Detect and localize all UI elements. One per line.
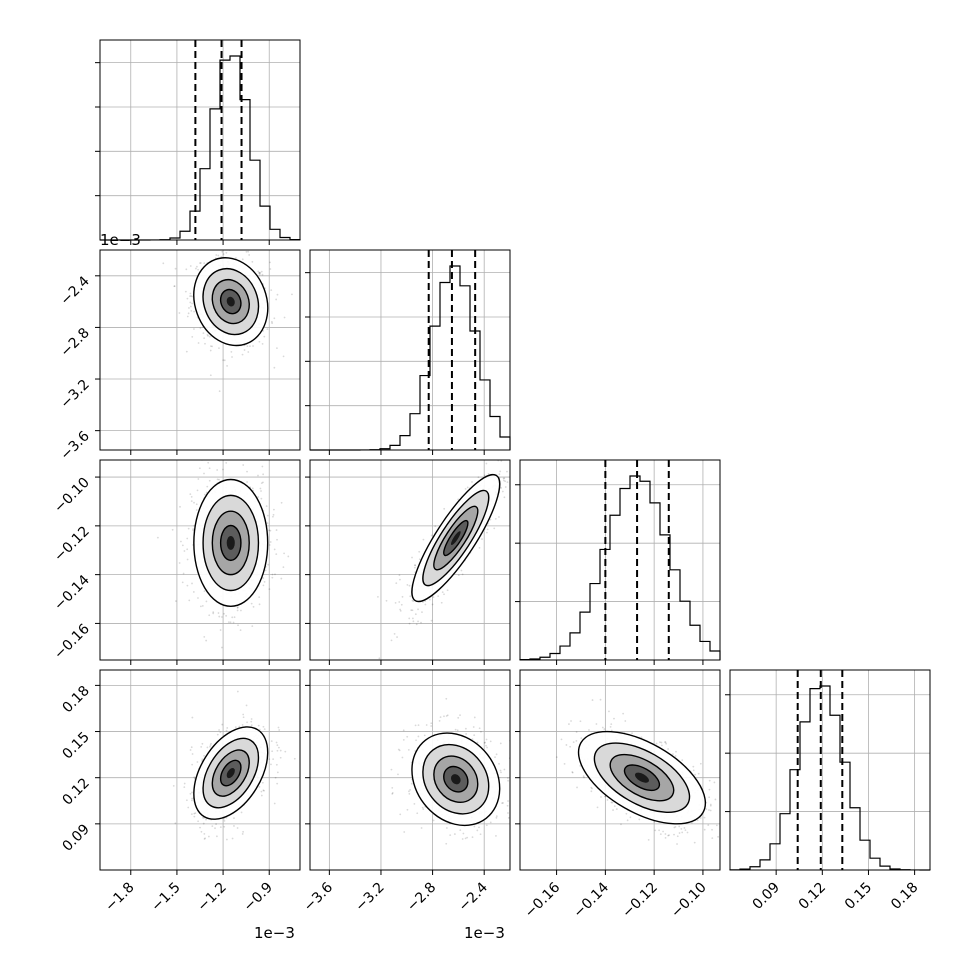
hist-0-frame <box>99 39 301 241</box>
panel-3-1 <box>305 669 511 875</box>
panel-1-0-density-4 <box>226 296 235 307</box>
xtick-label-0-3: −0.9 <box>241 880 276 915</box>
hist-2-steps <box>519 475 721 661</box>
ytick-label-2-0: −0.16 <box>51 621 93 663</box>
panel-3-2-inner <box>555 698 720 845</box>
panel-3-2-frame <box>519 669 721 871</box>
hist-0-offset-label: 1e−3 <box>100 231 141 249</box>
ytick-label-2-1: −0.14 <box>51 572 93 614</box>
panel-2-1-contour-3 <box>443 519 469 557</box>
panel-3-1-contour-0 <box>411 732 501 827</box>
panel-2-1 <box>305 459 511 665</box>
ytick-label-2-2: −0.12 <box>51 523 93 565</box>
x-offset-label-0: 1e−3 <box>254 924 295 942</box>
xtick-label-3-2: 0.15 <box>842 880 875 913</box>
histogram-0 <box>95 39 301 245</box>
ytick-label-3-0: 0.09 <box>59 821 92 854</box>
panel-2-1-density-4 <box>450 531 461 546</box>
panel-3-0 <box>95 669 301 875</box>
panel-2-0 <box>95 459 301 665</box>
panel-3-0-contour-0 <box>193 726 269 820</box>
xtick-label-3-1: 0.12 <box>796 880 829 913</box>
ytick-label-1-1: −3.2 <box>57 377 92 412</box>
panel-1-0-contour-3 <box>219 288 242 315</box>
panel-3-2-contour-3 <box>623 764 661 792</box>
panel-2-1-contour-1 <box>422 489 490 587</box>
xtick-label-2-1: −0.14 <box>571 879 613 921</box>
ytick-label-1-0: −3.6 <box>57 428 92 463</box>
xtick-label-0-1: −1.5 <box>148 880 183 915</box>
xtick-label-2-3: −0.10 <box>668 880 710 922</box>
hist-1-steps <box>310 265 511 451</box>
panel-2-0-contour-0 <box>193 478 269 608</box>
xtick-label-3-3: 0.18 <box>888 880 921 913</box>
xtick-label-1-1: −3.2 <box>352 880 387 915</box>
xtick-label-1-2: −2.8 <box>404 880 439 915</box>
panel-3-2-contour-2 <box>609 753 675 802</box>
panel-1-0-contour-0 <box>193 257 269 347</box>
x-offset-label-1: 1e−3 <box>464 924 505 942</box>
panel-2-0-inner <box>156 460 290 649</box>
ytick-label-1-2: −2.8 <box>57 325 92 360</box>
panel-2-0-density-4 <box>226 535 235 550</box>
panel-3-0-contour-3 <box>219 759 242 787</box>
xtick-label-3-0: 0.09 <box>750 880 783 913</box>
panel-1-0-inner <box>162 250 293 393</box>
histogram-3 <box>725 669 931 875</box>
panel-3-1-density-4 <box>450 774 461 785</box>
panel-2-1-inner <box>377 460 509 660</box>
panel-3-2-contour-1 <box>593 742 691 814</box>
panel-3-0-frame <box>99 669 301 871</box>
hist-2-frame <box>519 459 721 661</box>
ytick-label-3-3: 0.18 <box>59 683 92 716</box>
panel-2-1-frame <box>309 459 511 661</box>
panel-1-0-contour-1 <box>202 268 260 336</box>
panel-2-0-frame <box>99 459 301 661</box>
hist-0-steps <box>100 55 301 241</box>
histogram-1 <box>305 249 511 455</box>
hist-3-steps <box>729 685 931 871</box>
panel-3-0-contour-1 <box>202 737 260 809</box>
panel-3-2 <box>515 669 721 875</box>
ytick-label-2-3: −0.10 <box>51 475 93 517</box>
xtick-label-0-0: −1.8 <box>102 880 137 915</box>
panel-1-0-contour-2 <box>211 278 250 325</box>
panel-3-2-contour-0 <box>577 730 707 825</box>
panel-3-1-frame <box>309 669 511 871</box>
panel-2-1-contour-2 <box>433 505 479 571</box>
panel-3-0-inner <box>172 690 296 841</box>
panel-3-2-density-4 <box>634 772 649 783</box>
panel-2-0-contour-3 <box>219 524 242 562</box>
xtick-label-1-0: −3.6 <box>301 879 336 914</box>
histogram-2 <box>515 459 721 665</box>
panel-2-1-contour-0 <box>411 473 501 603</box>
panel-3-1-contour-2 <box>433 755 479 804</box>
hist-1-frame <box>309 249 511 451</box>
panel-3-1-contour-3 <box>443 765 469 793</box>
xtick-label-2-2: −0.12 <box>619 880 661 922</box>
panel-1-0 <box>95 249 301 455</box>
xtick-label-0-2: −1.2 <box>195 880 230 915</box>
ytick-label-1-3: −2.4 <box>57 273 92 308</box>
ytick-label-3-2: 0.15 <box>59 729 92 762</box>
panel-3-1-contour-1 <box>422 743 490 815</box>
xtick-label-1-3: −2.4 <box>456 879 491 914</box>
panel-2-0-contour-2 <box>211 510 250 576</box>
xtick-label-2-0: −0.16 <box>522 879 564 921</box>
ytick-label-3-1: 0.12 <box>59 775 92 808</box>
hist-3-frame <box>729 669 931 871</box>
panel-3-0-contour-2 <box>211 749 250 797</box>
panel-2-0-contour-1 <box>202 494 260 592</box>
panel-3-0-density-4 <box>226 767 235 779</box>
panel-1-0-frame <box>99 249 301 451</box>
panel-3-1-inner <box>390 697 510 845</box>
